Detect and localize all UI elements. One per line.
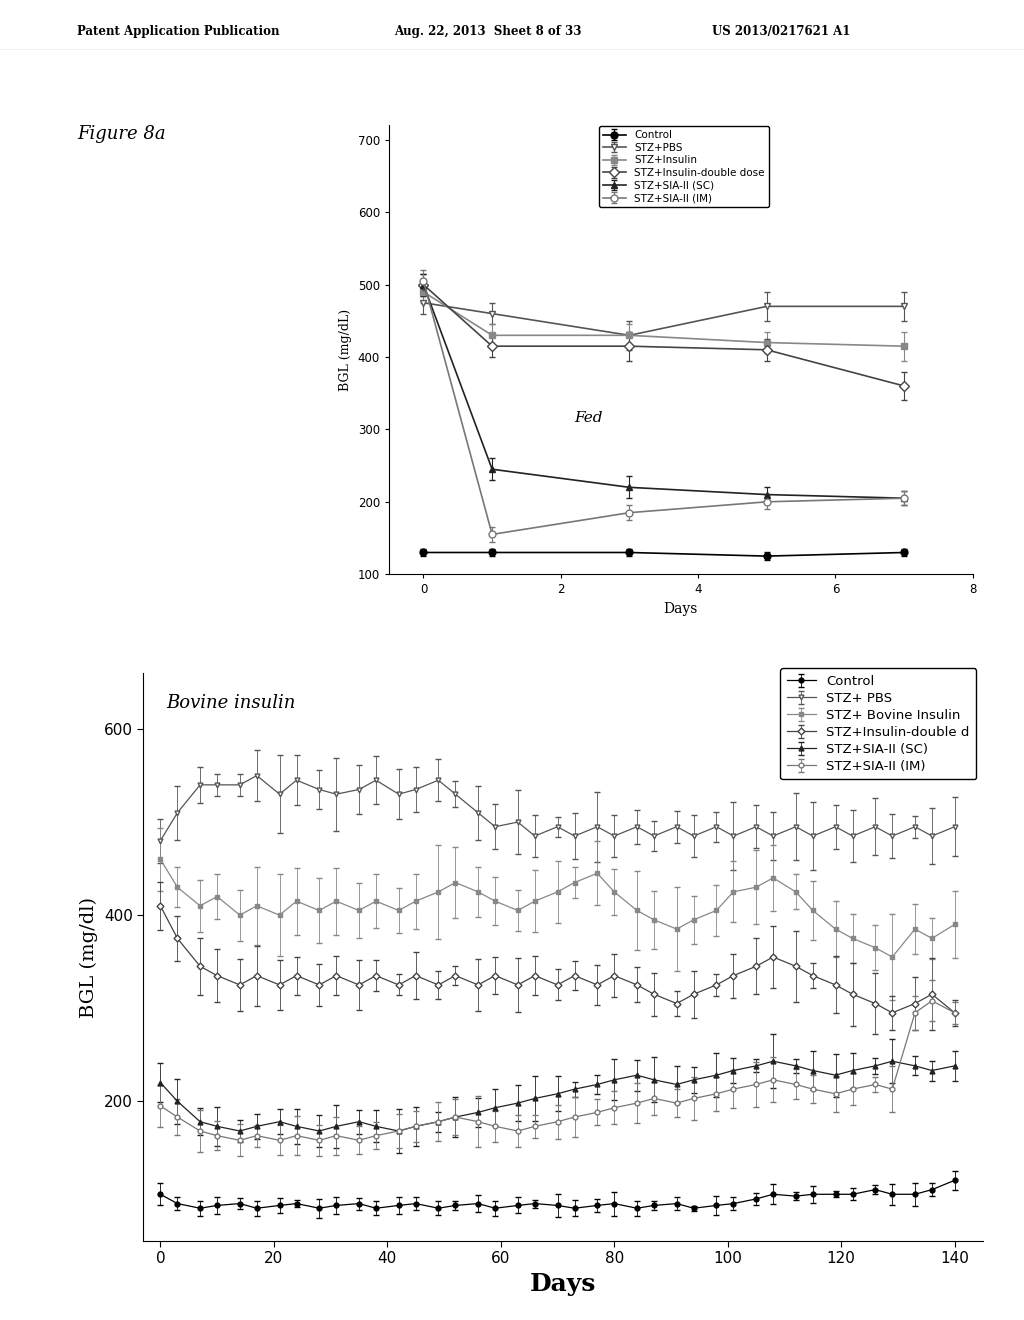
Text: Figure 8a: Figure 8a xyxy=(77,124,166,143)
Text: Patent Application Publication: Patent Application Publication xyxy=(77,25,280,38)
Legend: Control, STZ+ PBS, STZ+ Bovine Insulin, STZ+Insulin-double d, STZ+SIA-II (SC), S: Control, STZ+ PBS, STZ+ Bovine Insulin, … xyxy=(780,668,977,779)
Legend: Control, STZ+PBS, STZ+Insulin, STZ+Insulin-double dose, STZ+SIA-II (SC), STZ+SIA: Control, STZ+PBS, STZ+Insulin, STZ+Insul… xyxy=(599,127,769,207)
Y-axis label: BGL (mg/dl): BGL (mg/dl) xyxy=(80,896,98,1018)
Text: US 2013/0217621 A1: US 2013/0217621 A1 xyxy=(712,25,850,38)
Text: Aug. 22, 2013  Sheet 8 of 33: Aug. 22, 2013 Sheet 8 of 33 xyxy=(394,25,582,38)
Text: Fed: Fed xyxy=(574,412,603,425)
Text: Bovine insulin: Bovine insulin xyxy=(166,694,296,711)
X-axis label: Days: Days xyxy=(530,1271,596,1296)
X-axis label: Days: Days xyxy=(664,602,698,616)
Y-axis label: BGL (mg/dL): BGL (mg/dL) xyxy=(339,309,352,391)
